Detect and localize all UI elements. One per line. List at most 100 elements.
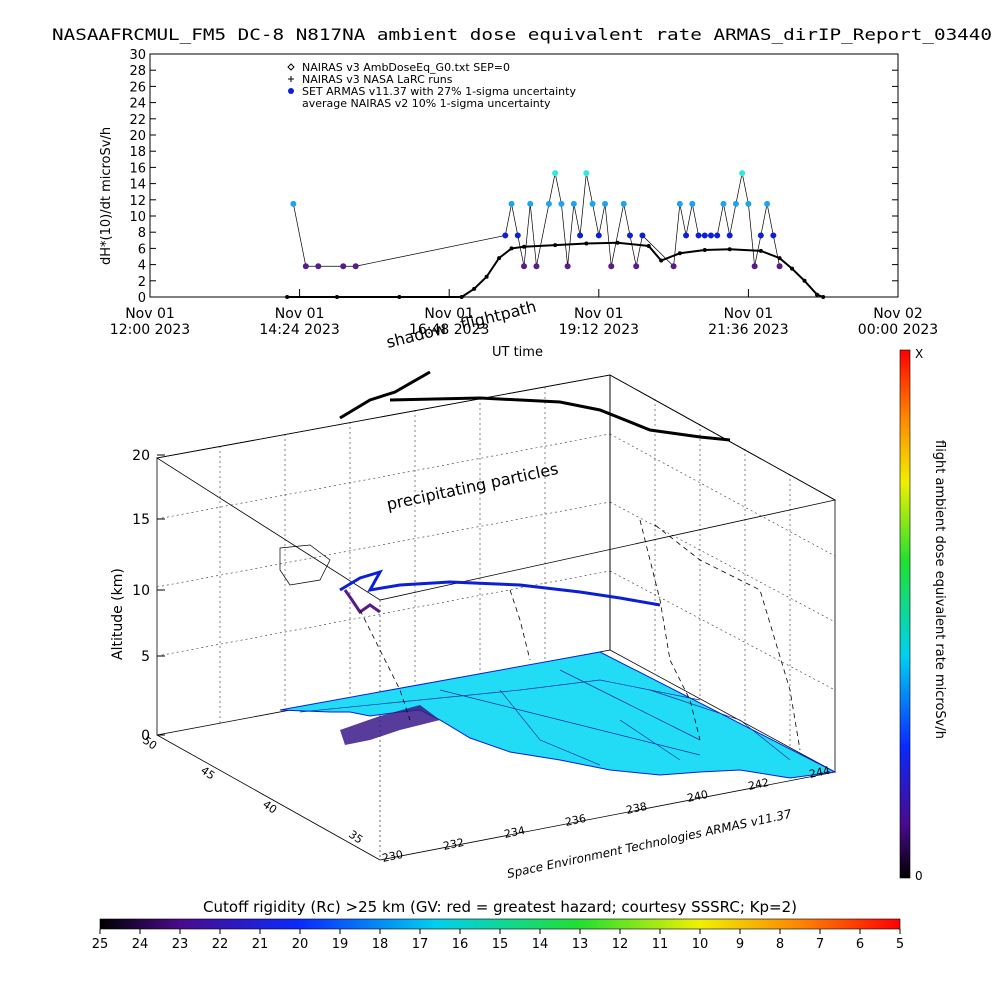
longitude-tick-label: 232 bbox=[442, 836, 465, 853]
cutoff-colorbar-ticks: 25 24 23 22 21 20 19 18 17 16 15 14 13 12 11 10 9 8 7 6 5 bbox=[92, 929, 904, 952]
bottom-edge bbox=[379, 771, 836, 861]
longitude-tick-label: 240 bbox=[686, 788, 709, 805]
x-tick-date: Nov 01 bbox=[724, 306, 774, 322]
legend-symbol-plus bbox=[288, 76, 294, 82]
nairas-point bbox=[790, 266, 795, 271]
armas-point bbox=[745, 200, 752, 207]
x-tick-date: Nov 01 bbox=[275, 306, 325, 322]
cutoff-tick-label: 23 bbox=[172, 937, 189, 952]
armas-point bbox=[639, 232, 646, 239]
y-tick-label: 14 bbox=[129, 178, 146, 193]
armas-point bbox=[570, 200, 577, 207]
armas-point bbox=[708, 232, 714, 239]
armas-point bbox=[340, 263, 347, 270]
legend-entry: NAIRAS v3 NASA LaRC runs bbox=[302, 73, 453, 86]
map-borders bbox=[299, 669, 791, 766]
cutoff-tick-label: 12 bbox=[612, 937, 629, 952]
y-tick-label: 8 bbox=[138, 226, 146, 241]
armas-point bbox=[315, 263, 322, 270]
longitude-tick-label: 230 bbox=[381, 848, 404, 865]
cutoff-tick-label: 16 bbox=[452, 937, 469, 952]
armas-point bbox=[608, 263, 615, 270]
armas-point bbox=[714, 232, 721, 239]
nairas-point bbox=[659, 258, 664, 263]
flightpath-line bbox=[339, 569, 661, 607]
x-tick-time: 19:12 2023 bbox=[559, 322, 639, 338]
nairas-series bbox=[285, 240, 826, 299]
armas-point bbox=[689, 200, 696, 207]
cutoff-tick-label: 8 bbox=[776, 937, 784, 952]
dose-rate-colorbar: X 0 flight ambient dose equivalent rate … bbox=[899, 347, 947, 883]
armas-point bbox=[633, 263, 640, 270]
colorbar-bottom-label: 0 bbox=[915, 869, 923, 883]
armas-point bbox=[595, 232, 602, 239]
longitude-tick-label: 244 bbox=[808, 764, 831, 781]
cutoff-tick-label: 13 bbox=[572, 937, 589, 952]
x-tick-time: 21:36 2023 bbox=[708, 322, 788, 338]
nairas-point bbox=[646, 243, 651, 248]
y-tick-label: 12 bbox=[129, 194, 146, 209]
nairas-point bbox=[758, 248, 763, 253]
armas-point bbox=[558, 200, 565, 207]
armas-point bbox=[676, 200, 683, 207]
legend-symbol-diamond bbox=[287, 63, 295, 71]
x-tick-time: 00:00 2023 bbox=[858, 322, 938, 338]
cutoff-colorbar-label: Cutoff rigidity (Rc) >25 km (GV: red = g… bbox=[203, 898, 797, 916]
nairas-point bbox=[584, 241, 589, 246]
nairas-point bbox=[459, 295, 464, 299]
grid-lines bbox=[156, 387, 836, 748]
figure-title: NASAAFRCMUL_FM5 DC-8 N817NA ambient dose… bbox=[52, 25, 992, 44]
cutoff-tick-label: 18 bbox=[372, 937, 389, 952]
armas-point bbox=[589, 200, 596, 207]
armas-line bbox=[293, 173, 780, 267]
armas-point bbox=[683, 232, 690, 239]
y-tick-label: 6 bbox=[138, 242, 146, 257]
cutoff-tick-label: 10 bbox=[692, 937, 709, 952]
x-tick-time: 14:24 2023 bbox=[259, 322, 339, 338]
armas-point bbox=[751, 263, 758, 270]
longitude-ticks: 230 232 234 236 238 240 242 244 bbox=[381, 764, 831, 865]
drop-lines bbox=[359, 519, 801, 751]
armas-point bbox=[502, 232, 509, 239]
y-tick-label: 24 bbox=[129, 97, 146, 112]
latitude-tick-label: 45 bbox=[198, 764, 217, 783]
nairas-point bbox=[522, 244, 526, 249]
armas-point bbox=[757, 232, 764, 239]
credit-text: Space Environment Technologies ARMAS v11… bbox=[506, 807, 793, 881]
x-tick-date: Nov 01 bbox=[424, 306, 474, 322]
nairas-point bbox=[814, 292, 819, 297]
colorbar-axis-label: flight ambient dose equivalent rate micr… bbox=[932, 440, 947, 739]
y-tick-label: 2 bbox=[138, 275, 146, 290]
armas-point bbox=[514, 232, 521, 239]
cutoff-rigidity-colorbar: Cutoff rigidity (Rc) >25 km (GV: red = g… bbox=[92, 898, 904, 952]
z-tick-label: 0 bbox=[141, 728, 150, 744]
z-tick-label: 10 bbox=[132, 583, 150, 599]
nairas-point bbox=[802, 278, 807, 283]
y-tick-label: 4 bbox=[138, 259, 146, 274]
nairas-point bbox=[702, 248, 707, 253]
cutoff-tick-label: 6 bbox=[856, 937, 864, 952]
armas-point bbox=[552, 170, 559, 177]
map-surface bbox=[279, 651, 837, 779]
armas-point bbox=[583, 170, 590, 177]
nairas-point bbox=[677, 251, 682, 256]
colorbar-top-label: X bbox=[915, 347, 923, 361]
armas-point bbox=[508, 200, 515, 207]
x-tick-time: 16:48 2023 bbox=[409, 322, 489, 338]
y-tick-label: 26 bbox=[129, 80, 146, 95]
y-tick-label: 18 bbox=[129, 145, 146, 160]
cutoff-tick-label: 9 bbox=[736, 937, 744, 952]
armas-point bbox=[620, 200, 627, 207]
y-tick-label: 20 bbox=[129, 129, 146, 144]
nairas-point bbox=[553, 243, 558, 248]
armas-point bbox=[527, 200, 534, 207]
nairas-point bbox=[509, 246, 514, 251]
x-tick-date: Nov 01 bbox=[574, 306, 624, 322]
y-tick-label: 16 bbox=[129, 161, 146, 176]
armas-point bbox=[545, 200, 552, 207]
timeseries-plot-frame bbox=[149, 53, 899, 298]
cutoff-tick-label: 17 bbox=[412, 937, 429, 952]
